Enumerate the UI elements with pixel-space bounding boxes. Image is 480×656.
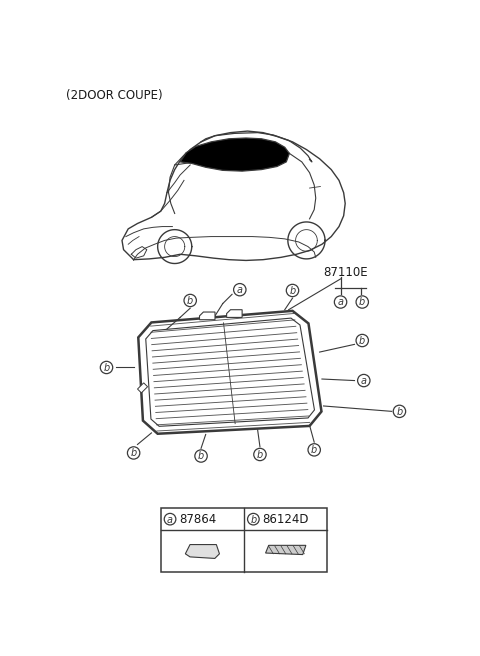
Polygon shape <box>265 545 306 554</box>
Text: a: a <box>361 376 367 386</box>
Text: (2DOOR COUPE): (2DOOR COUPE) <box>66 89 163 102</box>
Text: b: b <box>257 450 263 460</box>
Text: b: b <box>311 445 317 455</box>
Text: b: b <box>289 286 296 296</box>
Polygon shape <box>146 318 314 426</box>
Text: b: b <box>131 448 137 459</box>
Text: b: b <box>359 336 365 346</box>
Bar <box>161 508 327 571</box>
Polygon shape <box>138 311 322 434</box>
Polygon shape <box>137 383 147 393</box>
Text: a: a <box>237 285 243 295</box>
Text: a: a <box>167 514 173 525</box>
Text: 86124D: 86124D <box>263 512 309 525</box>
Text: 87110E: 87110E <box>324 266 368 279</box>
Text: b: b <box>396 407 403 417</box>
Polygon shape <box>227 310 242 318</box>
Text: a: a <box>337 297 344 308</box>
Polygon shape <box>185 544 219 558</box>
Text: b: b <box>198 451 204 461</box>
Polygon shape <box>180 138 289 171</box>
Polygon shape <box>200 312 215 319</box>
Text: 87864: 87864 <box>180 512 216 525</box>
Text: b: b <box>250 514 256 525</box>
Text: b: b <box>103 363 109 373</box>
Text: b: b <box>187 296 193 306</box>
Text: b: b <box>359 297 365 308</box>
